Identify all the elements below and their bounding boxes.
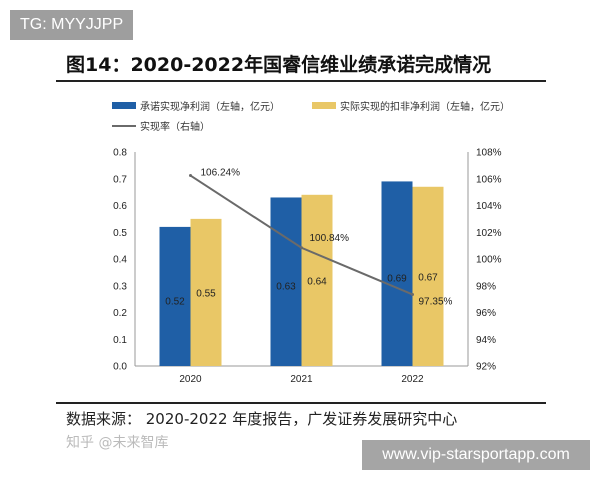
left-tick-label: 0.7: [113, 174, 127, 185]
legend-item-committed: 承诺实现净利润（左轴，亿元）: [112, 98, 280, 113]
title-divider: [56, 80, 546, 82]
left-tick-label: 0.8: [113, 148, 127, 159]
legend-swatch: [312, 102, 336, 109]
legend-swatch: [112, 102, 136, 109]
rate-point: [189, 174, 192, 178]
rate-data-label: 106.24%: [201, 168, 241, 179]
x-tick-label: 2021: [290, 374, 313, 385]
left-tick-label: 0.3: [113, 281, 127, 292]
right-tick-label: 98%: [476, 281, 496, 292]
bar-actual: [190, 218, 222, 366]
site-banner: www.vip-starsportapp.com: [362, 440, 590, 470]
bar-actual: [301, 194, 333, 366]
source-note: 数据来源： 2020-2022 年度报告，广发证券发展研究中心: [66, 410, 458, 428]
left-tick-label: 0.6: [113, 201, 127, 212]
right-tick-label: 94%: [476, 335, 496, 346]
left-tick-label: 0.1: [113, 335, 127, 346]
legend-label: 实现率（右轴）: [140, 122, 210, 133]
source-divider: [56, 402, 546, 404]
left-tick-label: 0.0: [113, 362, 127, 373]
legend-item-rate: 实现率（右轴）: [112, 118, 210, 133]
rate-data-label: 100.84%: [310, 233, 350, 244]
rate-point: [300, 246, 303, 250]
bar-data-label: 0.55: [196, 288, 216, 299]
watermark: 知乎 @未来智库: [66, 435, 169, 451]
legend-label: 承诺实现净利润（左轴，亿元）: [140, 102, 280, 113]
left-tick-label: 0.2: [113, 308, 127, 319]
chart: 0.0 0.1 0.2 0.3 0.4 0.5 0.6 0.7 0.8 92% 94% 96% 98% 1…: [113, 148, 502, 386]
right-tick-label: 108%: [476, 148, 502, 159]
chart-title: 图14：2020-2022年国睿信维业绩承诺完成情况: [66, 54, 492, 76]
bar-data-label: 0.52: [165, 296, 185, 307]
legend-line: [112, 124, 136, 127]
x-tick-label: 2022: [401, 374, 424, 385]
right-tick-label: 104%: [476, 201, 502, 212]
left-tick-label: 0.4: [113, 255, 127, 266]
legend-label: 实际实现的扣非净利润（左轴，亿元）: [340, 102, 510, 113]
bar-data-label: 0.67: [418, 272, 438, 283]
left-tick-label: 0.5: [113, 228, 127, 239]
legend-item-actual: 实际实现的扣非净利润（左轴，亿元）: [312, 98, 510, 113]
right-tick-label: 100%: [476, 255, 502, 266]
tg-badge: TG: MYYJJPP: [10, 10, 134, 40]
bar-data-label: 0.63: [276, 282, 296, 293]
right-tick-label: 96%: [476, 308, 496, 319]
bar-data-label: 0.64: [307, 276, 327, 287]
rate-point: [411, 292, 414, 296]
bar-actual: [412, 186, 444, 366]
bar-data-label: 0.69: [387, 274, 407, 285]
bar-committed: [270, 197, 302, 366]
x-tick-label: 2020: [179, 374, 202, 385]
bar-committed: [159, 226, 191, 366]
right-tick-label: 92%: [476, 362, 496, 373]
rate-data-label: 97.35%: [419, 296, 453, 307]
right-tick-label: 106%: [476, 174, 502, 185]
bar-committed: [381, 181, 413, 366]
right-tick-label: 102%: [476, 228, 502, 239]
